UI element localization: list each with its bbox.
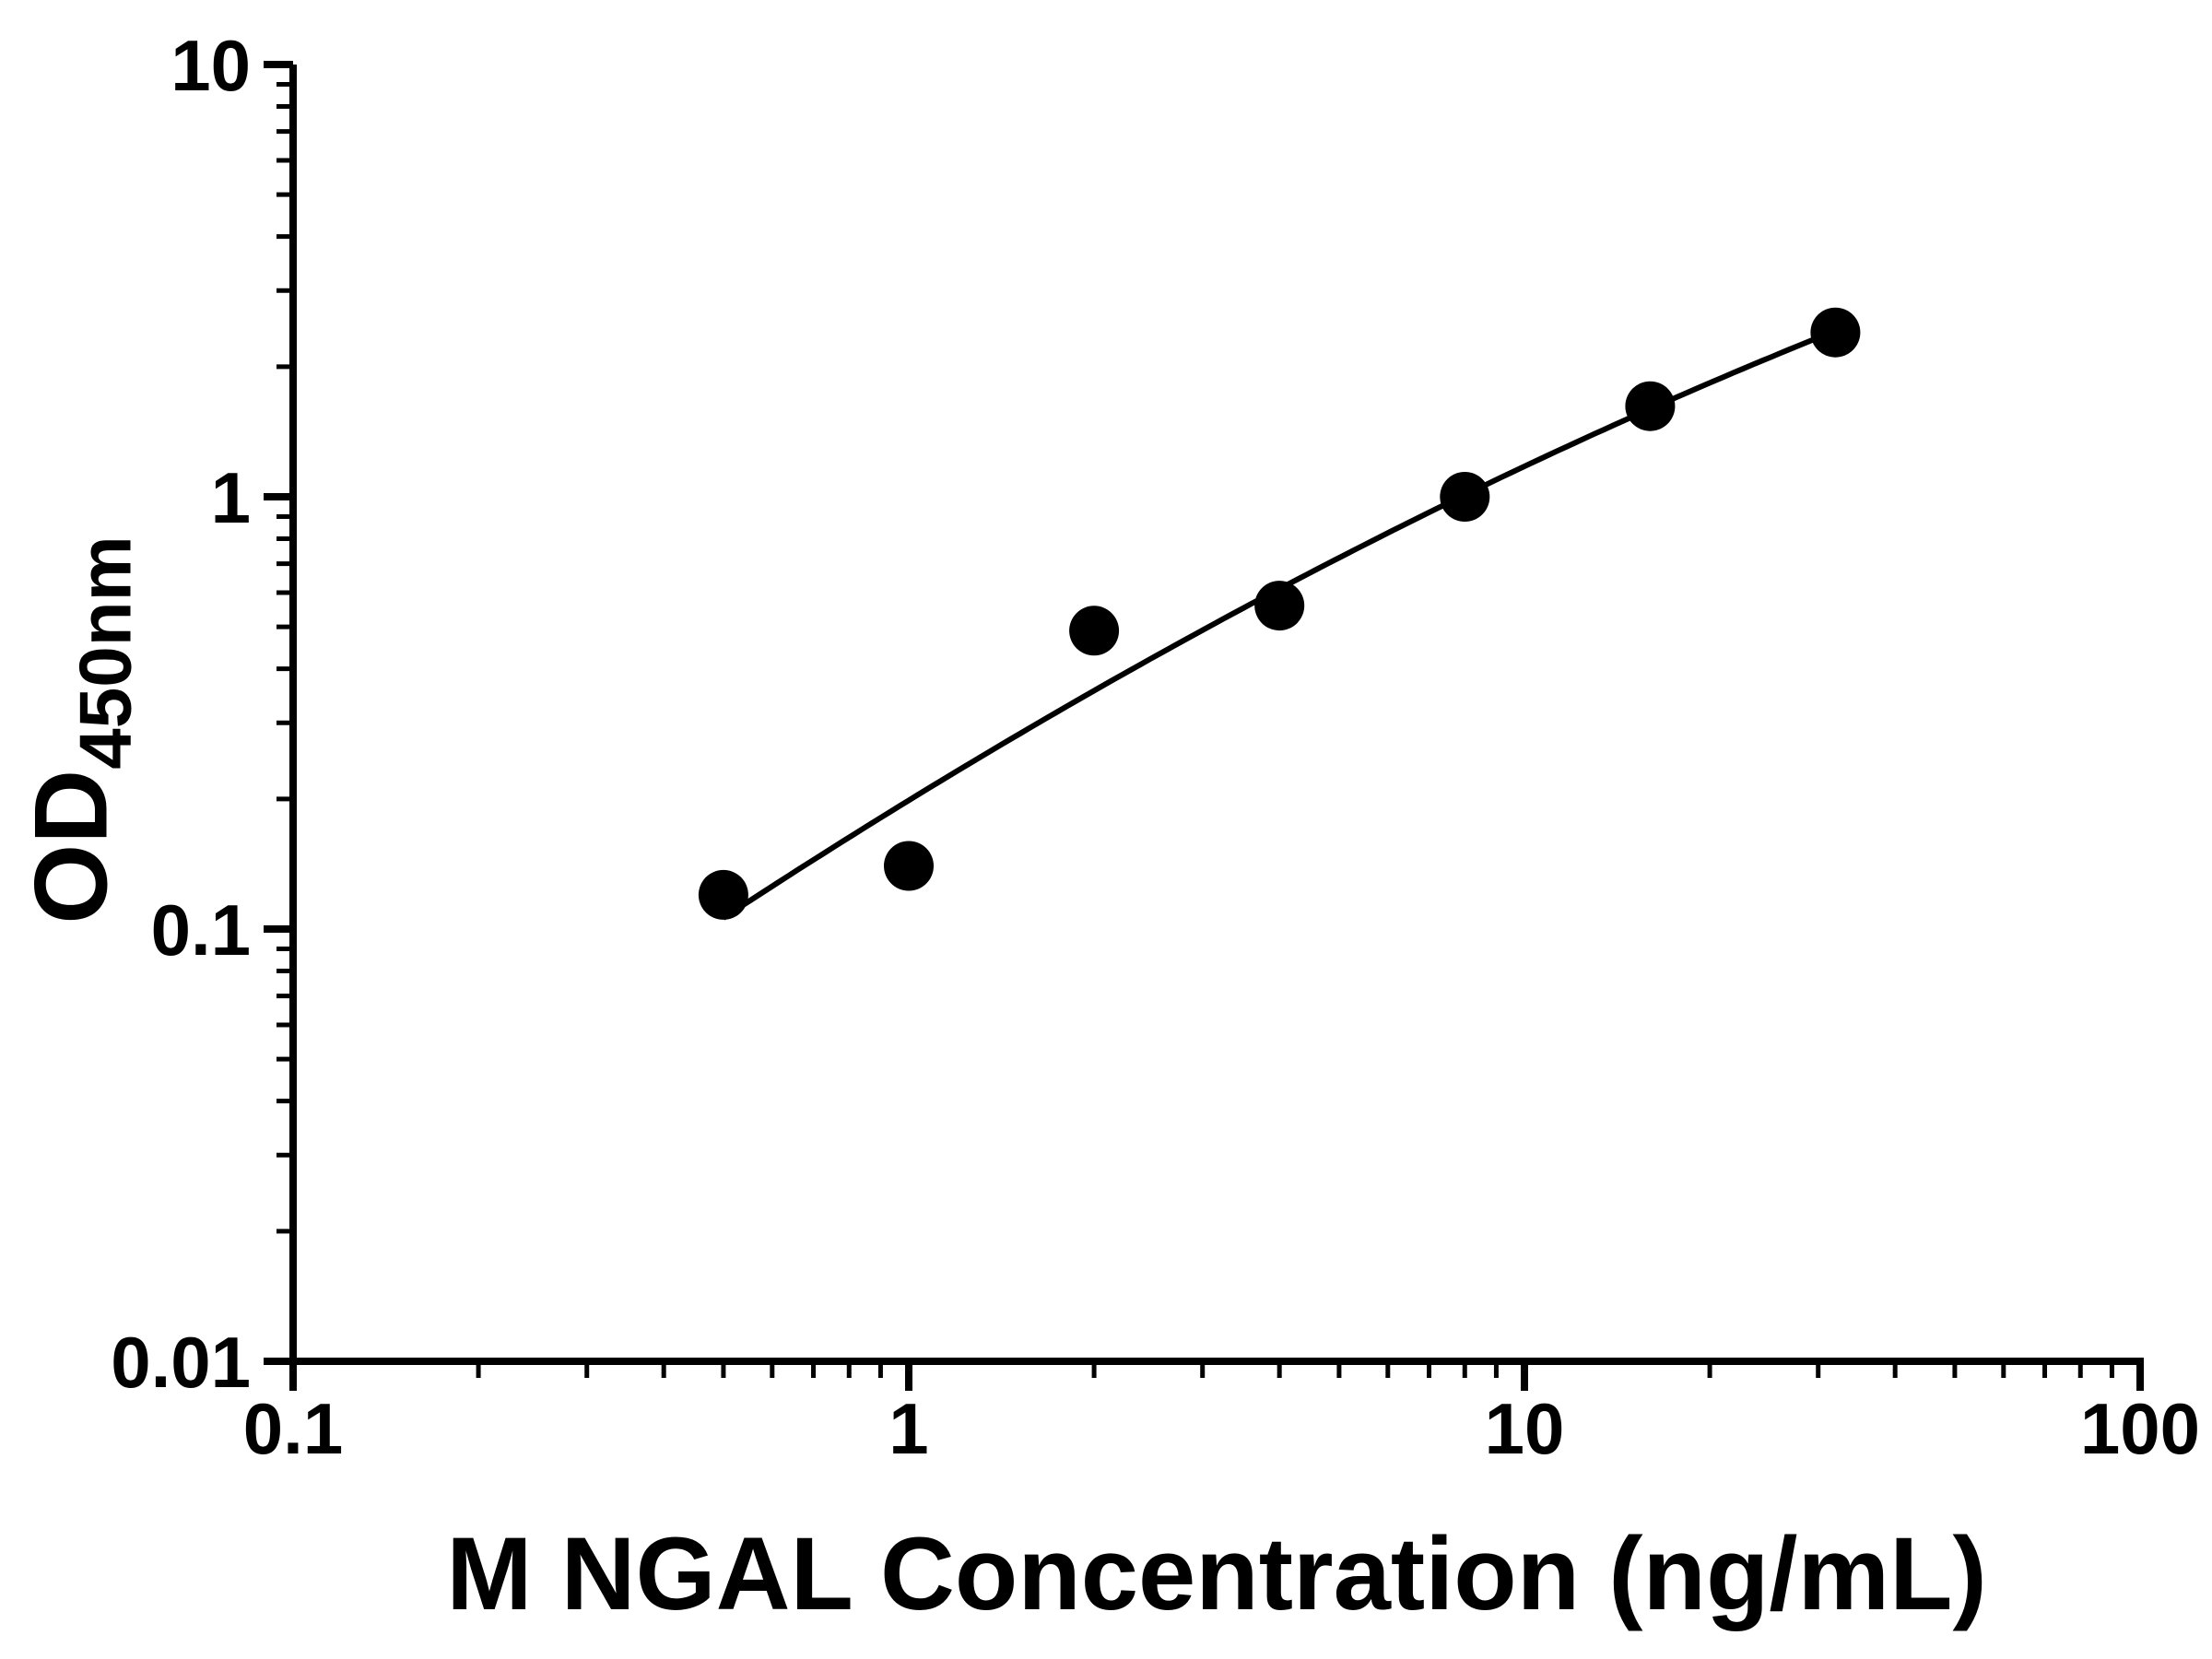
data-point bbox=[1810, 307, 1861, 358]
y-tick-label: 0.01 bbox=[111, 1322, 251, 1403]
data-point bbox=[884, 841, 934, 891]
data-point bbox=[1069, 606, 1120, 656]
x-tick-label: 100 bbox=[2080, 1388, 2200, 1469]
y-tick-label: 0.1 bbox=[151, 889, 251, 971]
x-axis-title: M NGAL Concentration (ng/mL) bbox=[446, 1516, 1987, 1631]
x-tick-label: 10 bbox=[1485, 1388, 1565, 1469]
x-tick-label: 0.1 bbox=[243, 1388, 343, 1469]
y-tick-label: 10 bbox=[171, 25, 251, 106]
data-point bbox=[1254, 581, 1305, 631]
y-axis-title-main: OD bbox=[13, 769, 129, 924]
data-point bbox=[698, 869, 748, 920]
y-tick-label: 1 bbox=[211, 457, 251, 538]
y-axis-title-subscript: 450nm bbox=[64, 535, 147, 770]
data-point bbox=[1625, 381, 1676, 431]
y-axis-title: OD450nm bbox=[14, 535, 147, 924]
data-point bbox=[1440, 472, 1490, 522]
x-tick-label: 1 bbox=[888, 1388, 928, 1469]
